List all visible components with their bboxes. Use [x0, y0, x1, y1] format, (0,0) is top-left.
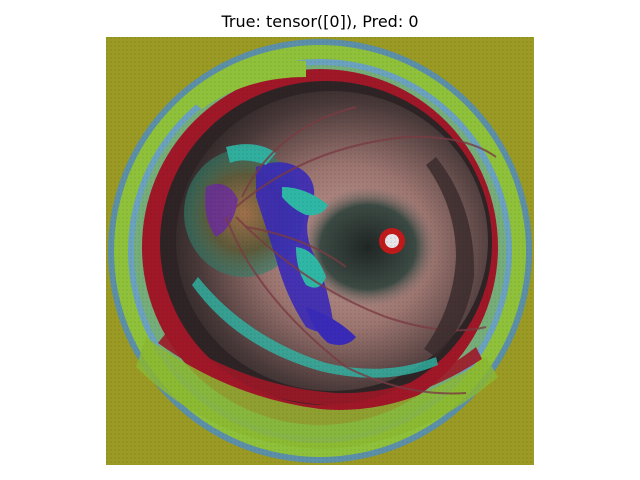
figure-title: True: tensor([0]), Pred: 0: [221, 12, 419, 31]
image-frame: [106, 37, 534, 465]
fundus-image: [106, 37, 534, 465]
